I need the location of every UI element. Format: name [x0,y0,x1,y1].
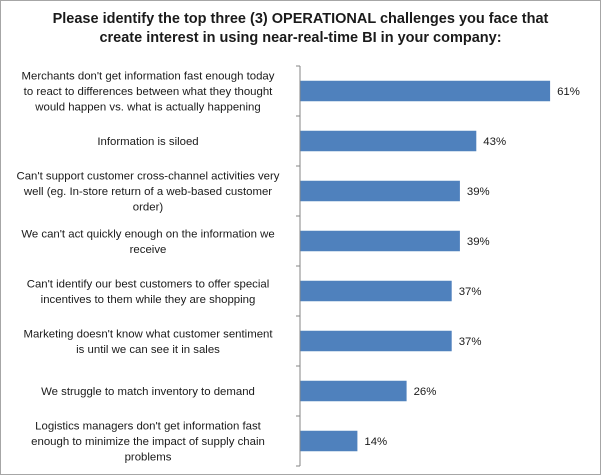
category-label-line: incentives to them while they are shoppi… [41,294,256,306]
category-label-line: to react to differences between what the… [24,86,273,98]
category-label-line: order) [133,202,164,214]
data-label: 37% [459,336,482,348]
category-label: Can't identify our best customers to off… [27,278,270,306]
category-label-line: Can't support customer cross-channel act… [17,171,280,183]
bar [300,280,452,302]
category-label: Merchants don't get information fast eno… [22,71,275,114]
category-label: Marketing doesn't know what customer sen… [23,328,273,356]
data-label: 39% [467,236,490,248]
category-label-line: Marketing doesn't know what customer sen… [23,328,273,340]
data-label: 37% [459,286,482,298]
category-label-line: receive [130,244,167,256]
category-label-line: Information is siloed [97,136,198,148]
category-label-line: Can't identify our best customers to off… [27,278,270,290]
chart-title: Please identify the top three (3) OPERAT… [52,11,549,46]
category-label-line: We can't act quickly enough on the infor… [21,228,274,240]
category-label: We can't act quickly enough on the infor… [21,228,274,256]
data-label: 61% [557,86,580,98]
bar [300,180,460,202]
category-label-line: problems [125,452,172,464]
category-label-line: We struggle to match inventory to demand [41,386,255,398]
category-label-line: Logistics managers don't get information… [35,421,262,433]
data-label: 14% [364,436,387,448]
bar [300,80,551,102]
data-label: 43% [483,136,506,148]
category-label: We struggle to match inventory to demand [41,386,255,398]
category-label: Logistics managers don't get information… [31,421,265,464]
bar [300,230,460,252]
category-label-line: is until we can see it in sales [76,344,220,356]
bar [300,130,477,152]
data-label: 26% [414,386,437,398]
bar [300,380,407,402]
category-label: Information is siloed [97,136,198,148]
category-label-line: well (eg. In-store return of a web-based… [23,186,272,198]
category-label-line: would happen vs. what is actually happen… [34,102,260,114]
category-label-line: enough to minimize the impact of supply … [31,436,265,448]
category-label: Can't support customer cross-channel act… [17,171,280,214]
category-label-line: Merchants don't get information fast eno… [22,71,275,83]
bar [300,430,358,452]
data-label: 39% [467,186,490,198]
bar [300,330,452,352]
